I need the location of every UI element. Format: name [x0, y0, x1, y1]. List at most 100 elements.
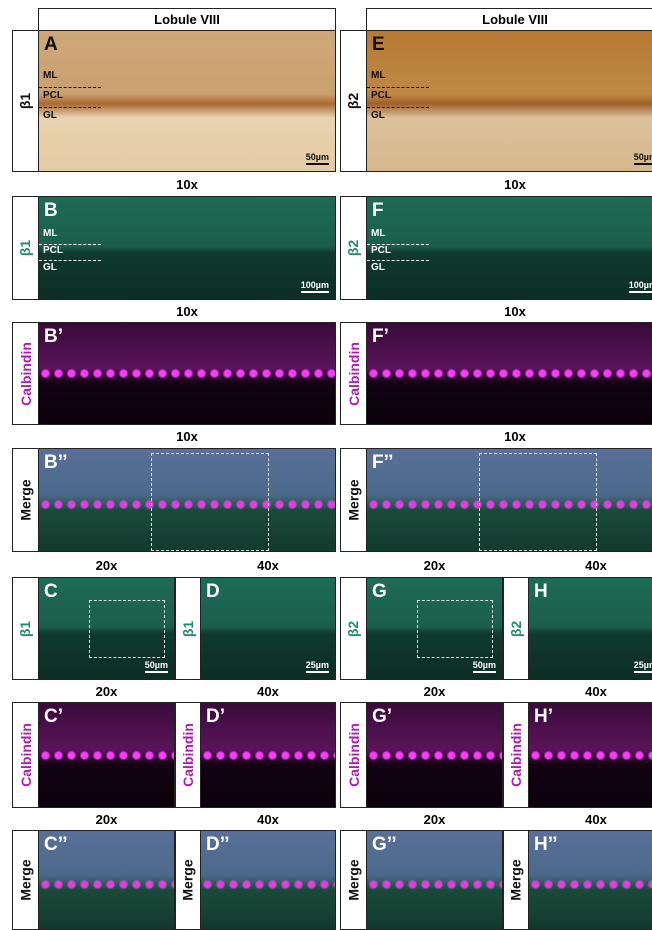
row-label: β2	[340, 196, 367, 300]
panel-letter: D	[206, 581, 220, 603]
micrograph: B ML PCL GL 100µm	[38, 196, 336, 300]
magnification: 10x	[366, 425, 652, 448]
magnification: 40x	[200, 808, 336, 830]
micrograph: F’’	[366, 448, 652, 552]
scale-bar: 100µm	[301, 280, 329, 293]
row-label-text: Merge	[508, 859, 524, 900]
micrograph: H 25µm	[528, 577, 652, 680]
magnification: 20x	[38, 680, 175, 702]
layer-label: PCL	[371, 90, 391, 101]
layer-label: ML	[371, 70, 385, 81]
magnification: 40x	[528, 553, 652, 577]
row-label: Merge	[12, 448, 39, 552]
row-label-text: β1	[18, 93, 34, 109]
micrograph: G’’	[366, 830, 503, 930]
layer-boundary	[39, 107, 101, 108]
panel-letter: D’	[206, 706, 225, 728]
panel-letter: G	[372, 581, 387, 603]
panel-letter: C’’	[44, 834, 68, 856]
row-label-text: β1	[18, 620, 34, 636]
magnification: 10x	[366, 172, 652, 196]
panel-letter: B’	[44, 326, 63, 348]
micrograph: H’’	[528, 830, 652, 930]
layer-label: PCL	[43, 245, 63, 256]
row-label-text: Merge	[346, 479, 362, 520]
row-label-text: β2	[346, 620, 362, 636]
row-label: Calbindin	[503, 702, 529, 808]
panel-letter: B	[44, 200, 58, 222]
magnification: 10x	[38, 300, 336, 322]
micrograph: D’	[200, 702, 336, 808]
row-label-text: β2	[508, 620, 524, 636]
layer-label: ML	[43, 70, 57, 81]
row-label: β1	[12, 196, 39, 300]
inset-box	[417, 600, 493, 658]
micrograph: D 25µm	[200, 577, 336, 680]
row-label: β2	[340, 577, 367, 680]
row-label-text: Merge	[180, 859, 196, 900]
layer-label: GL	[43, 262, 57, 273]
row-label-text: Calbindin	[18, 342, 34, 406]
panel-letter: C’	[44, 706, 63, 728]
row-label-text: β1	[180, 620, 196, 636]
micrograph: FMLPCLGL100µm	[366, 196, 652, 300]
panel-letter: F’’	[372, 452, 393, 474]
layer-boundary	[367, 260, 429, 261]
panel-letter: D’’	[206, 834, 230, 856]
panel-letter: E	[372, 34, 385, 56]
layer-boundary	[367, 87, 429, 88]
micrograph: B’	[38, 322, 336, 425]
magnification: 20x	[366, 553, 503, 577]
magnification: 10x	[38, 172, 336, 196]
panel-letter: C	[44, 581, 58, 603]
row-label: Calbindin	[12, 702, 39, 808]
panel-letter: F	[372, 200, 384, 222]
micrograph: F’	[366, 322, 652, 425]
row-label-text: β2	[346, 240, 362, 256]
micrograph: G 50µm	[366, 577, 503, 680]
magnification: 40x	[200, 680, 336, 702]
layer-boundary	[39, 244, 101, 245]
figure: Lobule VIIIβ1AMLPCLGL50µm10xβ1BMLPCLGL10…	[0, 0, 652, 930]
magnification: 20x	[38, 553, 175, 577]
micrograph: D’’	[200, 830, 336, 930]
micrograph: C’	[38, 702, 175, 808]
row-label: Merge	[12, 830, 39, 930]
layer-label: GL	[43, 110, 57, 121]
inset-box	[151, 453, 269, 551]
scale-bar: 25µm	[306, 660, 329, 673]
row-label: Calbindin	[340, 322, 367, 425]
row-label-text: β1	[18, 240, 34, 256]
scale-bar: 50µm	[473, 660, 496, 673]
layer-label: PCL	[371, 245, 391, 256]
scale-bar: 100µm	[629, 280, 652, 293]
row-label-text: Merge	[18, 859, 34, 900]
panel-letter: G’	[372, 706, 392, 728]
panel-letter: G’’	[372, 834, 397, 856]
row-label: Merge	[340, 448, 367, 552]
row-label: β1	[12, 577, 39, 680]
panel-letter: F’	[372, 326, 389, 348]
layer-label: PCL	[43, 90, 63, 101]
panel-letter: H	[534, 581, 548, 603]
row-label-text: Merge	[346, 859, 362, 900]
layer-boundary	[367, 244, 429, 245]
layer-boundary	[367, 107, 429, 108]
row-label-text: Calbindin	[508, 723, 524, 787]
layer-boundary	[39, 260, 101, 261]
magnification: 10x	[366, 300, 652, 322]
magnification: 40x	[528, 808, 652, 830]
layer-label: ML	[43, 228, 57, 239]
inset-box	[89, 600, 165, 658]
micrograph: B’’	[38, 448, 336, 552]
micrograph: EMLPCLGL50µm	[366, 30, 652, 172]
scale-bar: 25µm	[634, 660, 652, 673]
layer-label: ML	[371, 228, 385, 239]
row-label: β1	[175, 577, 201, 680]
row-label: Calbindin	[175, 702, 201, 808]
row-label-text: Calbindin	[180, 723, 196, 787]
row-label: β2	[503, 577, 529, 680]
column-header: Lobule VIII	[38, 8, 336, 31]
